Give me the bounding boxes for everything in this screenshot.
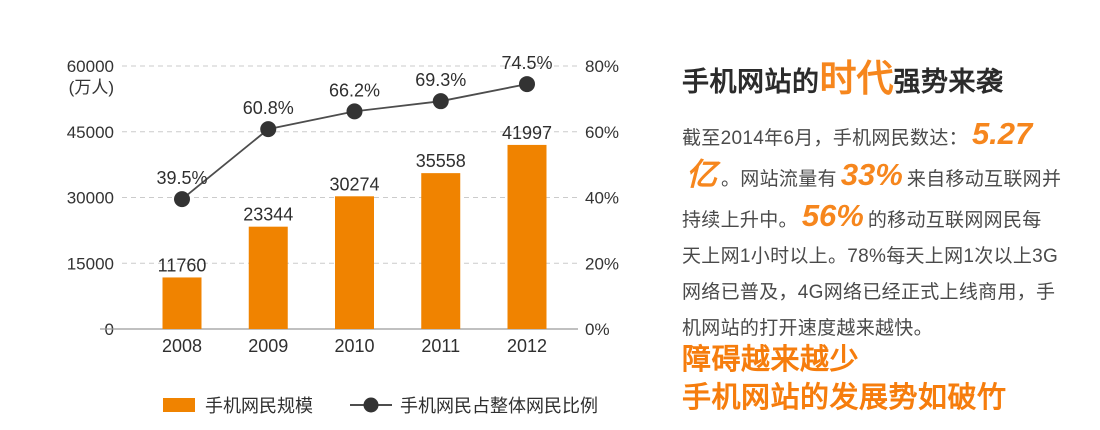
left-axis-tick: 15000 [67, 254, 114, 273]
paragraph-line: 机网站的打开速度越来越快。 [682, 311, 1082, 347]
bar-2011 [421, 173, 461, 329]
highlight-number: 亿 [686, 157, 717, 192]
paragraph-text: 机网站的打开速度越来越快。 [682, 318, 933, 339]
legend-line-dot [363, 397, 379, 413]
data-point-marker [519, 76, 535, 93]
paragraph-line: 截至2014年6月，手机网民数达： 5.27 [682, 116, 1082, 157]
right-panel: 手机网站的时代强势来袭 截至2014年6月，手机网民数达： 5.27 亿。网站流量有… [682, 0, 1082, 430]
right-axis-tick: 0% [585, 320, 610, 339]
x-axis-label: 2008 [162, 336, 202, 356]
point-value-label: 60.8% [243, 98, 294, 118]
title-post: 强势来袭 [893, 67, 1004, 97]
bar-2008 [162, 277, 202, 329]
paragraph-text: 截至2014年6月，手机网民数达： [682, 128, 968, 149]
paragraph-text: 持续上升中。 [682, 210, 798, 231]
paragraph-text: 天上网1小时以上。78%每天上网1次以上3G [682, 246, 1059, 267]
point-value-label: 39.5% [156, 168, 207, 188]
left-axis-tick: 45000 [67, 123, 114, 142]
paragraph-text: 。网站流量有 [721, 169, 837, 190]
panel-title: 手机网站的时代强势来袭 [682, 48, 1004, 102]
right-axis-tick: 60% [585, 123, 619, 142]
left-axis-tick: 30000 [67, 189, 114, 208]
paragraph-text: 来自移动互联网并 [906, 169, 1062, 190]
data-point-marker [346, 103, 363, 120]
point-value-label: 66.2% [329, 80, 380, 100]
paragraph-text: 的移动互联网网民每 [867, 210, 1042, 231]
point-value-label: 69.3% [415, 70, 466, 90]
bar-value-label: 30274 [329, 174, 379, 194]
paragraph-line: 亿。网站流量有 33% 来自移动互联网并 [682, 157, 1082, 198]
x-axis-label: 2011 [421, 336, 460, 356]
bar-value-label: 11760 [158, 255, 207, 275]
right-axis-tick: 80% [585, 57, 619, 76]
data-point-marker [174, 191, 190, 208]
legend-bar-swatch [163, 398, 195, 412]
left-axis-tick: 60000 [67, 57, 114, 76]
bar-2010 [335, 196, 374, 329]
paragraph-text: 网络已普及，4G网络已经正式上线商用，手 [682, 282, 1056, 303]
data-point-marker [432, 93, 449, 110]
legend-line-label: 手机网民占整体网民比例 [400, 396, 598, 416]
title-highlight: 时代 [819, 58, 894, 99]
left-axis-unit: (万人) [69, 78, 114, 97]
point-value-label: 74.5% [501, 53, 552, 73]
paragraph-line: 持续上升中。 56% 的移动互联网网民每 [682, 198, 1082, 239]
mobile-netizens-chart: 0 0%15000 20%30000 40%45000 60%60000 80%(万人)1… [67, 53, 619, 416]
highlight-number: 5.27 [971, 116, 1033, 151]
highlight-number: 56% [801, 198, 864, 233]
bar-value-label: 23344 [243, 205, 293, 225]
bar-value-label: 41997 [502, 123, 552, 143]
paragraph-line: 天上网1小时以上。78%每天上网1次以上3G [682, 239, 1082, 275]
bar-value-label: 35558 [416, 151, 466, 171]
headline-line-2: 手机网站的发展势如破竹 [682, 382, 1007, 414]
right-axis-tick: 40% [585, 189, 619, 208]
paragraph-line: 网络已普及，4G网络已经正式上线商用，手 [682, 275, 1082, 311]
headline: 障碍越来越少 手机网站的发展势如破竹 [682, 341, 1007, 417]
legend-bar-label: 手机网民规模 [205, 396, 313, 416]
highlight-number: 33% [840, 157, 903, 192]
bar-2012 [507, 144, 547, 329]
headline-line-1: 障碍越来越少 [682, 344, 860, 376]
data-point-marker [260, 121, 277, 138]
bar-2009 [248, 226, 288, 329]
right-axis-tick: 20% [585, 254, 619, 273]
x-axis-label: 2010 [334, 336, 374, 356]
body-paragraph: 截至2014年6月，手机网民数达： 5.27 亿。网站流量有 33% 来自移动互联网并持… [682, 116, 1082, 347]
title-pre: 手机网站的 [682, 67, 820, 97]
x-axis-label: 2009 [248, 336, 288, 356]
x-axis-label: 2012 [507, 336, 547, 356]
